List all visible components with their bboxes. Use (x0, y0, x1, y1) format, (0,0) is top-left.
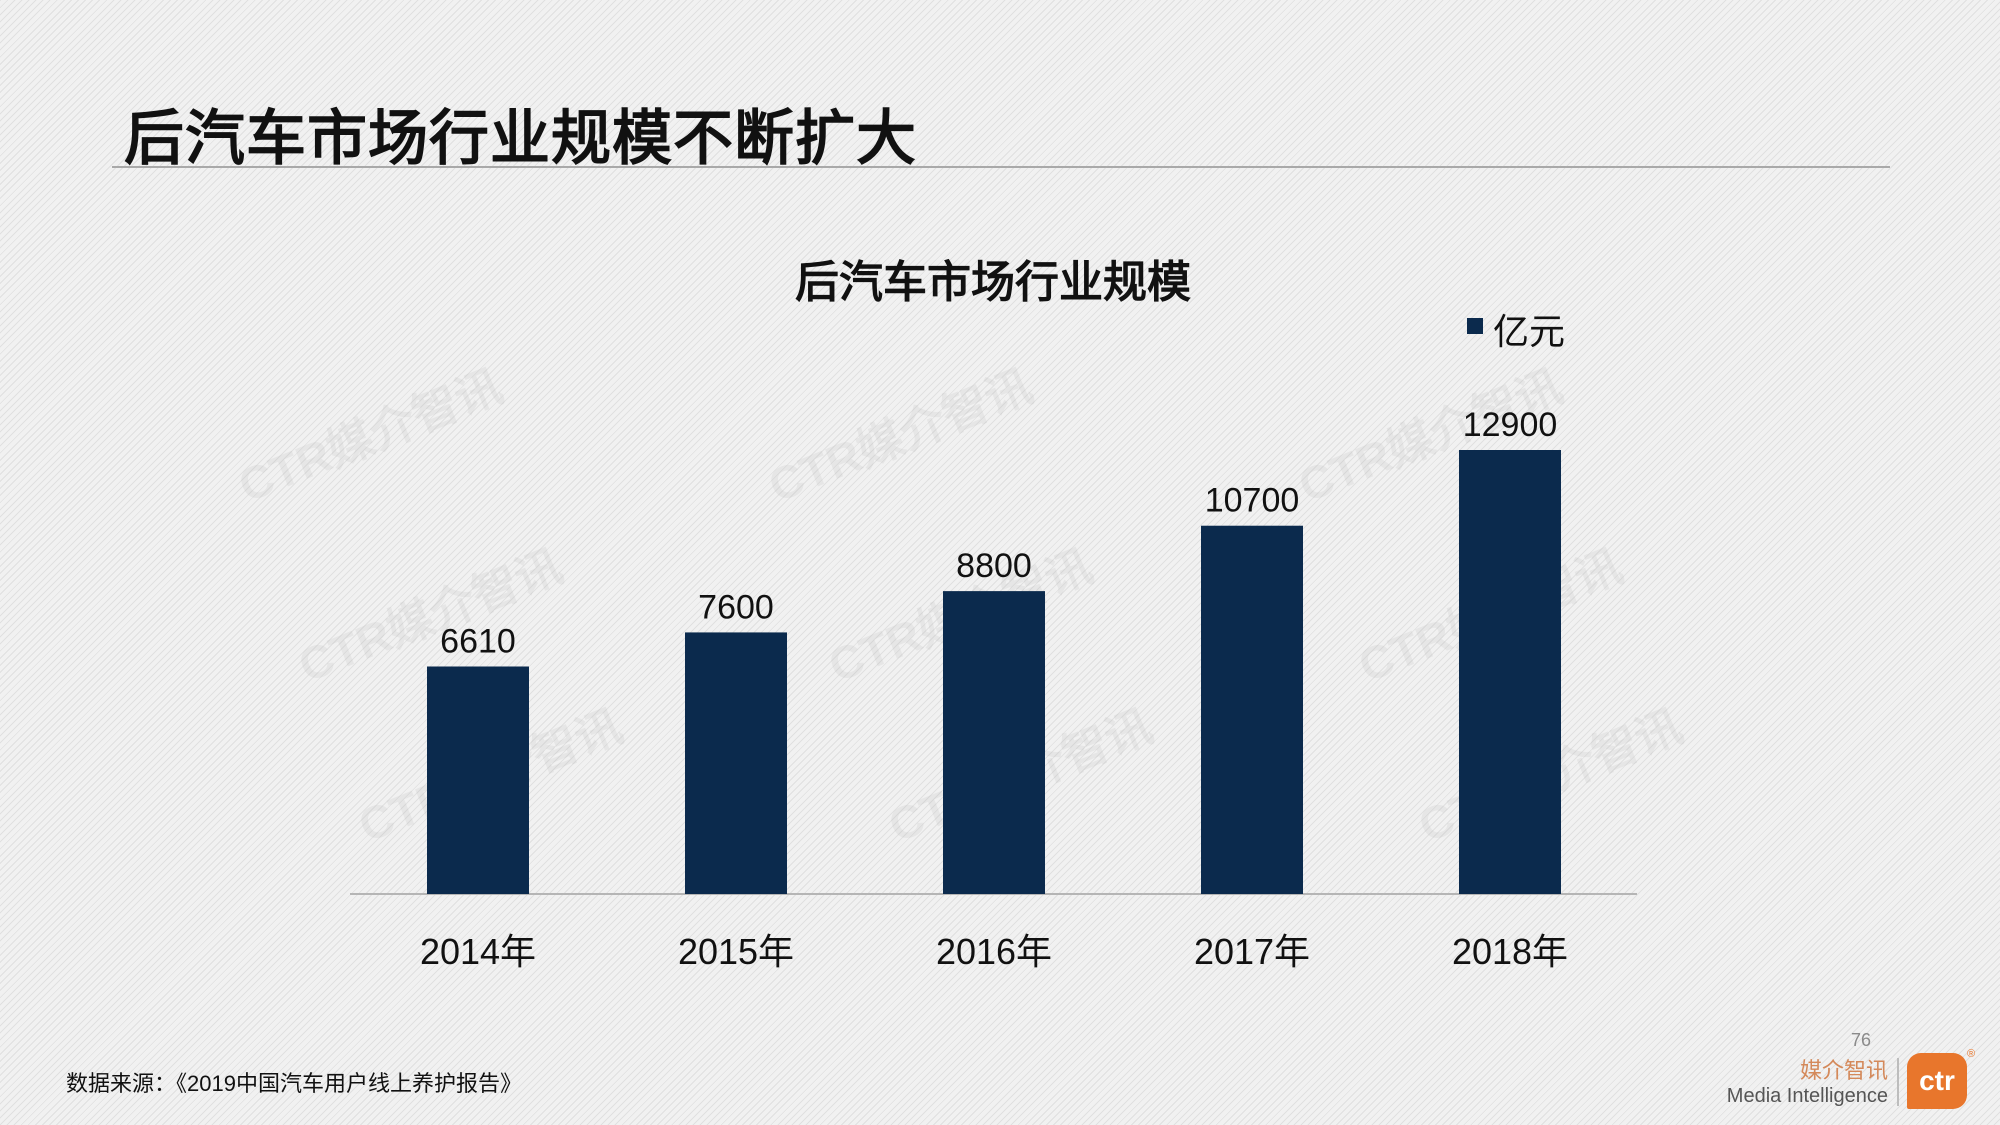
data-label-2016年: 8800 (956, 547, 1032, 585)
bar-2018年 (1459, 450, 1561, 894)
brand-wordmark: 媒介智讯 Media Intelligence (1720, 1058, 1888, 1108)
chart-title: 后汽车市场行业规模 (795, 258, 1191, 307)
bar-2014年 (427, 666, 529, 894)
x-tick-label-2018年: 2018年 (1452, 931, 1568, 972)
x-tick-label-2016年: 2016年 (936, 931, 1052, 972)
bar-2015年 (685, 632, 787, 894)
page-number: 76 (1851, 1030, 1872, 1050)
x-tick-label-2015年: 2015年 (678, 931, 794, 972)
brand-name-en: Media Intelligence (1726, 1085, 1888, 1107)
bar-2016年 (943, 591, 1045, 894)
brand-divider (1897, 1058, 1899, 1106)
data-source-note: 数据来源：《2019中国汽车用户线上养护报告》 (66, 1071, 522, 1096)
x-tick-label-2017年: 2017年 (1194, 931, 1310, 972)
brand-name-cn: 媒介智讯 (1799, 1058, 1888, 1083)
x-tick-label-2014年: 2014年 (420, 931, 536, 972)
legend-swatch (1467, 318, 1483, 334)
data-label-2015年: 7600 (698, 588, 774, 626)
legend-label: 亿元 (1493, 311, 1565, 352)
ctr-logo: ctr (1907, 1053, 1967, 1109)
title-divider (112, 166, 1890, 168)
data-label-2018年: 12900 (1463, 406, 1558, 444)
bar-2017年 (1201, 525, 1303, 894)
data-label-2014年: 6610 (440, 622, 516, 660)
data-label-2017年: 10700 (1205, 482, 1300, 520)
slide-title: 后汽车市场行业规模不断扩大 (124, 105, 917, 172)
registered-mark: ® (1967, 1048, 1976, 1060)
